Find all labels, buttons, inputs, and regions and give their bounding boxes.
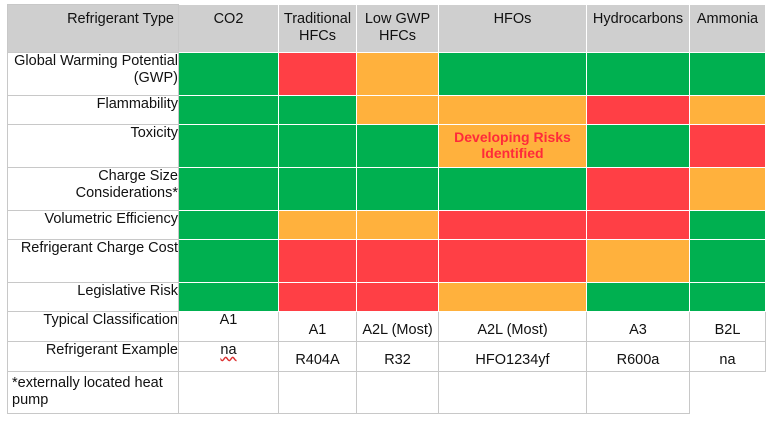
rating-cell	[356, 239, 439, 283]
empty-cell	[586, 371, 690, 414]
header-col-co2: CO2	[178, 4, 279, 53]
rating-cell	[278, 52, 357, 96]
header-col-hfos: HFOs	[438, 4, 587, 53]
rating-cell	[689, 239, 766, 283]
example-value: R600a	[586, 341, 690, 372]
header-col-traditional-hfcs: Traditional HFCs	[278, 4, 357, 53]
rating-cell	[586, 239, 690, 283]
rating-cell	[278, 95, 357, 125]
rating-cell	[586, 124, 690, 168]
example-value: na	[689, 341, 766, 372]
row-label-classification: Typical Classification	[7, 311, 179, 342]
row-label-volumetric-efficiency: Volumetric Efficiency	[7, 210, 179, 240]
rating-cell	[178, 95, 279, 125]
rating-cell	[356, 52, 439, 96]
table-row-toxicity: Toxicity Developing Risks Identified	[7, 124, 766, 168]
rating-cell	[689, 52, 766, 96]
rating-cell	[586, 282, 690, 312]
classification-value: B2L	[689, 311, 766, 342]
header-col-ammonia: Ammonia	[689, 4, 766, 53]
rating-cell	[438, 52, 587, 96]
rating-cell	[278, 124, 357, 168]
empty-cell	[178, 371, 279, 414]
rating-cell	[689, 282, 766, 312]
rating-cell	[438, 282, 587, 312]
rating-cell	[278, 282, 357, 312]
rating-cell	[689, 167, 766, 211]
rating-cell	[278, 210, 357, 240]
table-row-footnote: *externally located heat pump	[7, 371, 766, 414]
rating-cell	[356, 95, 439, 125]
classification-value: A2L (Most)	[356, 311, 439, 342]
table-row-charge-size: Charge Size Considerations*	[7, 167, 766, 211]
example-value: na	[178, 341, 279, 372]
row-label-example: Refrigerant Example	[7, 341, 179, 372]
row-label-legislative-risk: Legislative Risk	[7, 282, 179, 312]
rating-cell	[178, 167, 279, 211]
rating-cell	[178, 282, 279, 312]
rating-cell	[438, 210, 587, 240]
empty-cell	[438, 371, 587, 414]
classification-value: A2L (Most)	[438, 311, 587, 342]
row-label-gwp: Global Warming Potential (GWP)	[7, 52, 179, 96]
rating-cell	[178, 210, 279, 240]
rating-cell	[356, 210, 439, 240]
rating-cell	[356, 282, 439, 312]
classification-value: A1	[278, 311, 357, 342]
table-row-volumetric-efficiency: Volumetric Efficiency	[7, 210, 766, 240]
table-row-flammability: Flammability	[7, 95, 766, 125]
rating-cell	[178, 124, 279, 168]
example-value: R32	[356, 341, 439, 372]
classification-value: A3	[586, 311, 690, 342]
classification-value: A1	[178, 311, 279, 342]
rating-cell	[689, 210, 766, 240]
header-row: Refrigerant Type CO2 Traditional HFCs Lo…	[7, 4, 766, 53]
row-label-charge-size: Charge Size Considerations*	[7, 167, 179, 211]
rating-cell	[689, 124, 766, 168]
rating-cell	[178, 52, 279, 96]
table-row-classification: Typical Classification A1 A1 A2L (Most) …	[7, 311, 766, 342]
rating-cell	[438, 239, 587, 283]
rating-cell	[356, 124, 439, 168]
example-value: R404A	[278, 341, 357, 372]
rating-cell	[586, 167, 690, 211]
row-label-toxicity: Toxicity	[7, 124, 179, 168]
developing-risks-note: Developing Risks Identified	[454, 129, 571, 161]
rating-cell	[689, 95, 766, 125]
rating-cell: Developing Risks Identified	[438, 124, 587, 168]
empty-cell	[356, 371, 439, 414]
header-row-label: Refrigerant Type	[7, 4, 179, 53]
rating-cell	[438, 167, 587, 211]
table-row-gwp: Global Warming Potential (GWP)	[7, 52, 766, 96]
example-value: HFO1234yf	[438, 341, 587, 372]
rating-cell	[586, 210, 690, 240]
rating-cell	[278, 239, 357, 283]
table-row-legislative-risk: Legislative Risk	[7, 282, 766, 312]
header-col-low-gwp-hfcs: Low GWP HFCs	[356, 4, 439, 53]
rating-cell	[586, 95, 690, 125]
table-row-charge-cost: Refrigerant Charge Cost	[7, 239, 766, 283]
rating-cell	[586, 52, 690, 96]
rating-cell	[178, 239, 279, 283]
example-value-text: na	[220, 342, 237, 358]
empty-cell	[690, 372, 766, 414]
header-col-hydrocarbons: Hydrocarbons	[586, 4, 690, 53]
rating-cell	[356, 167, 439, 211]
table-row-example: Refrigerant Example na R404A R32 HFO1234…	[7, 341, 766, 372]
refrigerant-comparison-table: Refrigerant Type CO2 Traditional HFCs Lo…	[7, 4, 766, 414]
empty-cell	[278, 371, 357, 414]
footnote: *externally located heat pump	[7, 371, 179, 414]
row-label-charge-cost: Refrigerant Charge Cost	[7, 239, 179, 283]
rating-cell	[438, 95, 587, 125]
row-label-flammability: Flammability	[7, 95, 179, 125]
rating-cell	[278, 167, 357, 211]
